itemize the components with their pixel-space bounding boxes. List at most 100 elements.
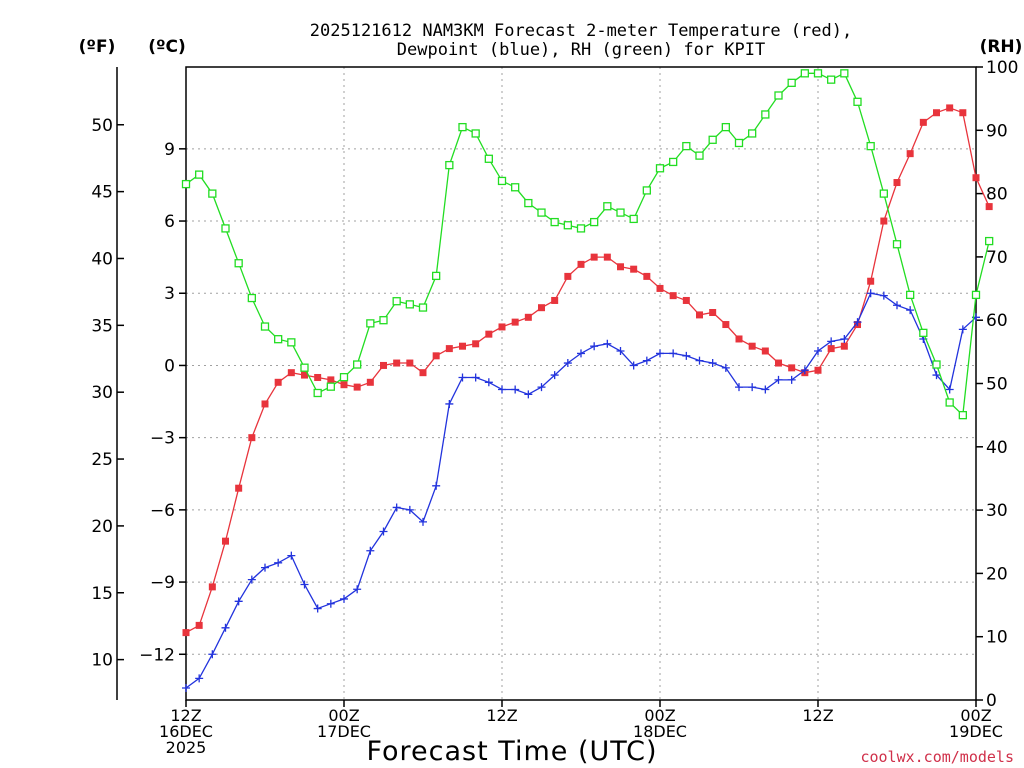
data-point <box>195 621 203 629</box>
data-point <box>485 330 493 338</box>
rh-tick-label: 20 <box>986 564 1008 584</box>
rh-tick-label: 50 <box>986 375 1008 395</box>
data-point <box>379 527 388 536</box>
data-point <box>617 263 624 271</box>
fahrenheit-tick-label: 45 <box>91 183 113 203</box>
data-point <box>774 375 783 384</box>
series-2-meter-temperature <box>182 104 993 637</box>
data-point <box>853 318 862 327</box>
rh-tick-label: 90 <box>986 121 1008 141</box>
celsius-tick-label: 6 <box>164 212 175 232</box>
data-point <box>459 342 466 350</box>
data-point <box>471 129 480 138</box>
data-point <box>853 97 862 106</box>
data-point <box>696 311 703 319</box>
fahrenheit-tick-label: 35 <box>91 316 113 336</box>
data-point <box>590 253 598 261</box>
data-point <box>563 221 572 230</box>
data-point <box>590 342 599 351</box>
data-point <box>366 319 375 328</box>
data-point <box>326 599 335 608</box>
data-point <box>326 382 335 391</box>
credit-link[interactable]: coolwx.com/models <box>860 748 1014 766</box>
series-dewpoint <box>182 289 980 692</box>
data-point <box>380 361 387 369</box>
x-tick-label: 12Z <box>802 706 833 725</box>
rh-tick-label: 10 <box>986 628 1008 648</box>
data-point <box>537 383 546 392</box>
data-point <box>893 179 901 187</box>
data-point <box>642 356 651 365</box>
data-point <box>418 303 428 312</box>
data-point <box>761 110 770 119</box>
data-point <box>563 359 572 368</box>
data-point <box>985 236 994 246</box>
data-point <box>327 376 335 384</box>
data-point <box>669 292 677 300</box>
x-tick-label: 17DEC <box>317 722 371 741</box>
data-point <box>919 328 928 338</box>
x-axis-title: Forecast Time (UTC) <box>366 736 657 767</box>
data-point <box>195 170 204 179</box>
data-point <box>287 551 296 560</box>
data-point <box>721 122 730 132</box>
data-point <box>972 174 980 182</box>
data-point <box>603 202 612 211</box>
data-point <box>313 388 322 398</box>
x-tick-label: 18DEC <box>633 722 687 741</box>
data-point <box>682 141 691 151</box>
data-point <box>405 300 414 309</box>
data-point <box>208 189 217 198</box>
data-point <box>788 364 796 372</box>
data-point <box>695 356 704 365</box>
rh-axis-label: (RH) <box>980 37 1023 57</box>
rh-tick-label: 80 <box>986 185 1008 205</box>
data-point <box>971 290 981 300</box>
data-point <box>867 277 875 285</box>
celsius-tick-label: 9 <box>164 140 175 160</box>
data-point <box>511 318 519 326</box>
data-point <box>353 383 361 391</box>
data-point <box>708 359 717 368</box>
data-point <box>866 141 875 151</box>
data-point <box>906 150 914 158</box>
data-point <box>761 385 770 394</box>
data-point <box>524 313 532 321</box>
data-point <box>366 546 375 555</box>
data-point <box>287 369 295 377</box>
data-point <box>879 189 888 198</box>
celsius-tick-label: −9 <box>150 573 175 593</box>
y-axes: −12 −9 −6 −3 0 3 6 9 10 15 20 25 30 35 40 45 50 0 10 20 30 40… <box>91 58 1018 711</box>
data-point <box>945 385 954 394</box>
fahrenheit-tick-label: 40 <box>91 249 113 269</box>
data-point <box>616 347 625 356</box>
fahrenheit-axis-label: (ºF) <box>79 37 116 57</box>
data-point <box>419 369 427 377</box>
data-point <box>261 400 269 408</box>
data-point <box>840 69 849 78</box>
data-point <box>932 371 941 380</box>
data-point <box>248 434 256 442</box>
data-point <box>234 259 243 268</box>
rh-tick-label: 0 <box>986 691 997 711</box>
fahrenheit-tick-label: 15 <box>91 584 113 604</box>
data-point <box>498 323 506 331</box>
data-point <box>735 383 743 392</box>
celsius-tick-label: 3 <box>164 284 175 304</box>
data-point <box>933 109 940 117</box>
data-point <box>300 580 309 589</box>
data-point <box>247 293 256 303</box>
data-point <box>892 240 902 249</box>
data-point <box>959 109 967 117</box>
data-point <box>840 334 849 343</box>
x-tick-label: 19DEC <box>949 722 1003 741</box>
data-point <box>208 650 217 659</box>
data-point <box>182 683 190 692</box>
chart-title-line-1: 2025121612 NAM3KM Forecast 2-meter Tempe… <box>310 21 852 41</box>
data-point <box>511 385 520 394</box>
data-point <box>524 390 533 399</box>
data-point <box>827 337 836 346</box>
data-point <box>498 385 506 394</box>
